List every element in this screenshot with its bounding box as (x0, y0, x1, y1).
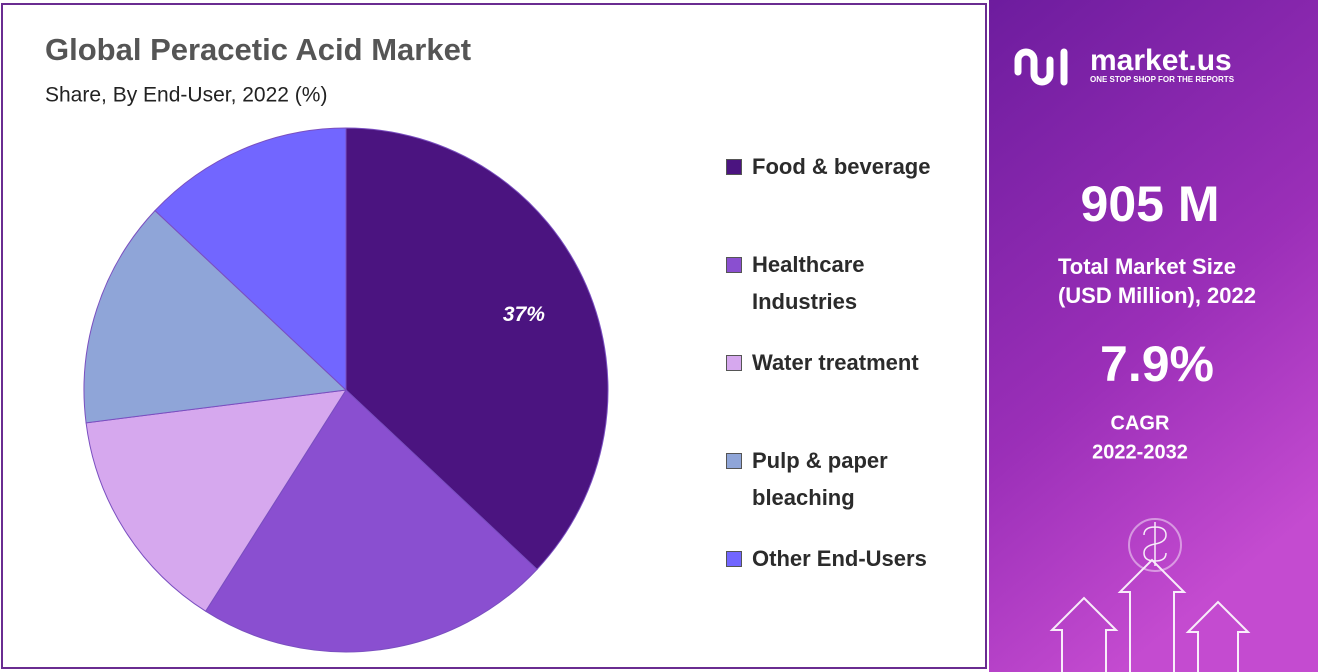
legend-item: Water treatment (726, 344, 966, 381)
legend-item: Other End-Users (726, 540, 966, 577)
side-panel (989, 0, 1318, 672)
cagr-period: 2022-2032 (1092, 441, 1188, 463)
pie-slice (83, 209, 348, 424)
legend-item: Pulp & paper bleaching (726, 442, 966, 516)
tagline: ONE STOP SHOP FOR THE REPORTS (1090, 75, 1235, 84)
pie-slice (85, 389, 347, 612)
legend-swatch (726, 355, 742, 371)
legend-swatch (726, 159, 742, 175)
legend-label: Water treatment (752, 350, 919, 375)
legend-swatch (726, 453, 742, 469)
data-label: 37% (503, 303, 545, 326)
pie: 37% (83, 127, 609, 653)
pie-slice (154, 127, 347, 392)
market-size-label: (USD Million), 2022 (1058, 283, 1256, 308)
logo (1014, 48, 1068, 86)
legend-item: Healthcare Industries (726, 246, 966, 320)
legend-swatch (726, 551, 742, 567)
legend-label: Pulp & paper bleaching (752, 448, 888, 510)
cagr: 7.9% (1100, 336, 1214, 392)
market-size-label: Total Market Size (1058, 254, 1236, 279)
decor-arrows (1049, 518, 1251, 672)
brand: market.us (1090, 44, 1232, 77)
market-size: 905 M (1081, 176, 1220, 232)
legend-label: Other End-Users (752, 546, 927, 571)
chart-title: Global Peracetic Acid Market (45, 32, 471, 67)
legend-label: Healthcare Industries (752, 252, 865, 314)
legend-swatch (726, 257, 742, 273)
legend-label: Food & beverage (752, 154, 931, 179)
pie-slice (345, 127, 609, 571)
chart-subtitle: Share, By End-User, 2022 (%) (45, 84, 327, 107)
cagr-label: CAGR (1111, 412, 1170, 434)
legend-item: Food & beverage (726, 148, 966, 185)
pie-slice (204, 389, 538, 653)
